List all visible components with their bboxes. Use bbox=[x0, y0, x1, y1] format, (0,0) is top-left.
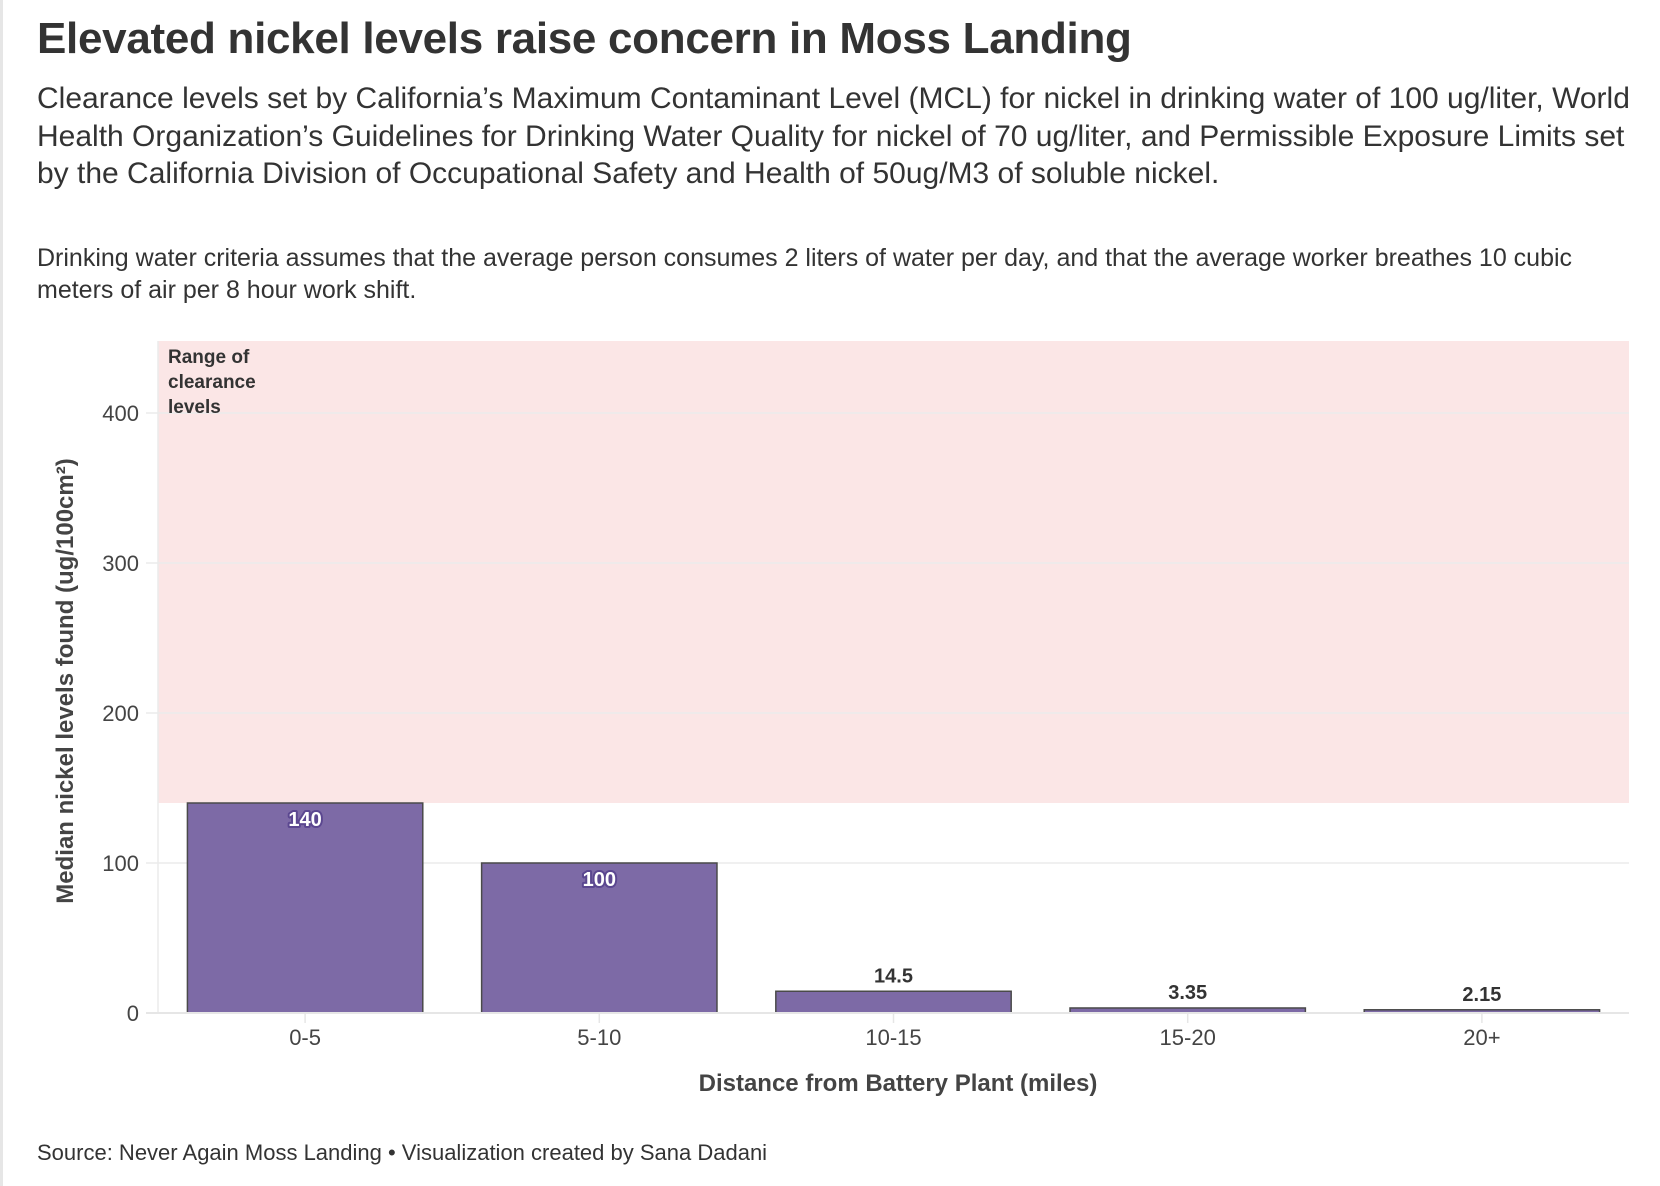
bars bbox=[186, 802, 1601, 1014]
y-axis-title: Median nickel levels found (ug/100cm²) bbox=[52, 458, 79, 903]
y-tick-label: 0 bbox=[127, 1001, 139, 1026]
y-tick-label: 200 bbox=[102, 701, 139, 726]
bar-value-label: 3.35 bbox=[1168, 982, 1207, 1004]
bar-value-label: 140 bbox=[288, 809, 321, 831]
x-tick-label: 15-20 bbox=[1160, 1025, 1216, 1050]
band-annotation-line: levels bbox=[168, 397, 221, 418]
band-annotation: Range of clearance levels bbox=[168, 347, 256, 418]
chart-title: Elevated nickel levels raise concern in … bbox=[37, 14, 1132, 63]
band-annotation-line: Range of bbox=[168, 347, 250, 368]
band-annotation-line: clearance bbox=[168, 372, 256, 393]
bar-10-15 bbox=[775, 990, 1012, 1014]
x-tick-label: 10-15 bbox=[865, 1025, 921, 1050]
bar-labels: 140 100 14.5 3.35 2.15 bbox=[286, 807, 1501, 1006]
source-credit: Source: Never Again Moss Landing • Visua… bbox=[37, 1140, 768, 1165]
axes: 0 100 200 300 400 0-5 5-10 10-15 15-20 20+ bbox=[102, 401, 1629, 1050]
x-tick-label: 20+ bbox=[1463, 1025, 1500, 1050]
y-tick-label: 100 bbox=[102, 851, 139, 876]
bar-0-5 bbox=[186, 802, 424, 1014]
chart-note: Drinking water criteria assumes that the… bbox=[37, 244, 1573, 304]
x-tick-label: 0-5 bbox=[289, 1025, 321, 1050]
bar-value-label: 14.5 bbox=[874, 965, 913, 987]
y-tick-label: 400 bbox=[102, 401, 139, 426]
bar-5-10 bbox=[480, 862, 718, 1014]
clearance-range-band bbox=[158, 341, 1629, 803]
x-tick-label: 5-10 bbox=[577, 1025, 621, 1050]
chart-subtitle: Clearance levels set by California’s Max… bbox=[37, 82, 1630, 190]
y-tick-label: 300 bbox=[102, 551, 139, 576]
left-border bbox=[0, 0, 3, 1186]
bar-value-label: 100 bbox=[583, 869, 616, 891]
clearance-band-layer bbox=[158, 341, 1629, 803]
bar-value-label: 2.15 bbox=[1462, 984, 1501, 1006]
x-axis-title: Distance from Battery Plant (miles) bbox=[699, 1070, 1098, 1097]
